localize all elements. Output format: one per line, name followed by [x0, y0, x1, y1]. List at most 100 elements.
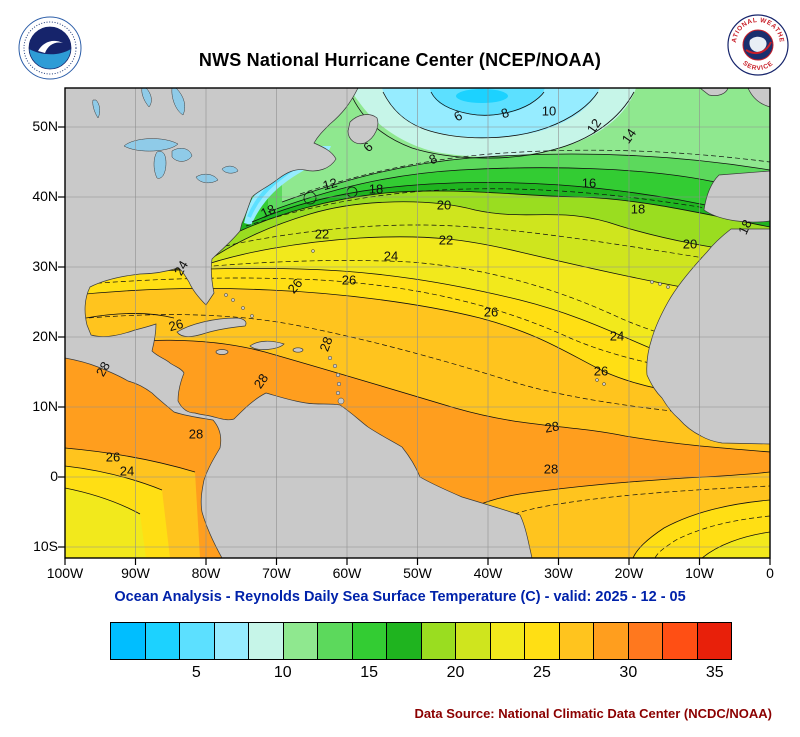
- lake-erie: [195, 173, 219, 184]
- colorbar-segment: [421, 623, 456, 659]
- colorbar-segment: [594, 623, 629, 659]
- isotherm-20: [211, 201, 770, 259]
- contour-label: 24: [119, 463, 135, 479]
- contour-label: 20: [682, 236, 698, 252]
- antilles-island: [336, 381, 342, 387]
- antilles-island: [335, 372, 341, 378]
- james-bay: [171, 88, 185, 116]
- isotherm-6: [430, 91, 545, 116]
- lake-ontario: [221, 165, 239, 174]
- lake-superior: [123, 138, 179, 152]
- antilles-island: [332, 363, 338, 369]
- lat-tick-label: 10S: [33, 538, 58, 554]
- bahamas-island: [250, 314, 254, 318]
- contour-label: 10: [541, 103, 557, 119]
- isotherm-28-north: [65, 339, 770, 453]
- colorbar-segment: [111, 623, 146, 659]
- colorbar-segment: [559, 623, 594, 659]
- colorbar-segment: [145, 623, 180, 659]
- isotherm-26-gulf: [85, 313, 175, 319]
- isotherm-25-se-dashed: [654, 515, 770, 558]
- colorbar-tick-label: 25: [533, 664, 551, 681]
- colorbar-tick-label: 35: [705, 664, 724, 681]
- temperature-colorbar: [110, 622, 732, 660]
- isotherm-24-se: [701, 531, 770, 558]
- contour-label: 18: [368, 181, 384, 197]
- lat-tick-label: 30N: [32, 258, 58, 274]
- sst-map: [58, 87, 771, 565]
- contour-label: 28: [543, 461, 559, 477]
- isotherm-12: [281, 153, 770, 203]
- lon-tick-label: 40W: [473, 565, 503, 581]
- colorbar-segment: [525, 623, 560, 659]
- axis-ticks: [58, 126, 771, 565]
- canary-island: [658, 282, 662, 286]
- colorbar-tick-label: 10: [273, 664, 292, 681]
- lon-tick-label: 80W: [191, 565, 221, 581]
- colorbar-segment: [663, 623, 698, 659]
- lat-tick-label: 40N: [32, 188, 58, 204]
- lon-tick-label: 0: [766, 565, 774, 581]
- colorbar-segment: [249, 623, 284, 659]
- lon-tick-label: 90W: [121, 565, 150, 581]
- hudson-bay: [141, 88, 152, 108]
- lat-tick-label: 10N: [32, 398, 58, 414]
- page-title: NWS National Hurricane Center (NCEP/NOAA…: [198, 50, 602, 70]
- contour-label: 24: [383, 248, 399, 264]
- lake-huron: [171, 148, 193, 162]
- americas-landmass: [65, 88, 533, 558]
- contour-label: 26: [341, 272, 357, 288]
- colorbar-tick-label: 15: [360, 664, 379, 681]
- noaa-logo-sky: [29, 27, 71, 55]
- contour-label: 26: [483, 304, 499, 320]
- lakes: [92, 88, 239, 184]
- graticule: [65, 88, 770, 558]
- colorbar-segment: [318, 623, 353, 659]
- newfoundland: [347, 114, 379, 145]
- band-2-4: [456, 89, 508, 103]
- se-atlantic-band-22-24: [702, 532, 770, 558]
- iberia: [703, 170, 770, 223]
- antilles-island: [327, 355, 333, 361]
- canary-island: [666, 285, 670, 289]
- lake-michigan: [153, 151, 167, 179]
- lon-tick-label: 50W: [403, 565, 432, 581]
- colorbar-tick-label: 20: [446, 664, 465, 681]
- colorbar-tick-label: 30: [619, 664, 638, 681]
- colorbar-segment: [214, 623, 249, 659]
- isotherm-24-pacific: [65, 487, 141, 515]
- analysis-caption: Ocean Analysis - Reynolds Daily Sea Surf…: [114, 589, 686, 605]
- landmasses: [65, 88, 770, 558]
- trinidad: [337, 397, 345, 405]
- colorbar-segment: [387, 623, 422, 659]
- bahamas-island: [241, 306, 245, 310]
- pacific-band-22-24: [65, 488, 146, 558]
- lon-tick-label: 30W: [544, 565, 573, 581]
- contour-label: 24: [609, 328, 625, 344]
- small-islands: [224, 249, 670, 405]
- hispaniola: [249, 340, 285, 350]
- isotherm-11-dashed: [299, 149, 770, 195]
- antilles-island: [335, 390, 341, 396]
- cuba: [176, 317, 247, 337]
- isotherm-26-se: [632, 499, 770, 558]
- contour-label: 22: [438, 232, 454, 248]
- contour-label: 26: [593, 363, 609, 379]
- cape-verde-island: [602, 382, 606, 386]
- contour-label: 28: [188, 426, 204, 442]
- europe-fragment: [747, 88, 770, 108]
- isotherm-23-dashed: [149, 260, 770, 357]
- colorbar-segment: [490, 623, 525, 659]
- gulf-stream-eddy: [303, 191, 317, 205]
- noaa-gull-icon: [38, 40, 63, 53]
- contour-label: 22: [314, 226, 330, 242]
- cape-verde-island: [595, 378, 599, 382]
- nws-logo-swoosh-icon: [745, 41, 772, 55]
- noaa-logo-text-ring: [23, 21, 77, 75]
- colorbar-segment: [180, 623, 215, 659]
- lat-tick-label: 20N: [32, 328, 58, 344]
- lon-tick-label: 10W: [685, 565, 714, 581]
- lon-tick-label: 70W: [262, 565, 291, 581]
- colorbar-segment: [352, 623, 387, 659]
